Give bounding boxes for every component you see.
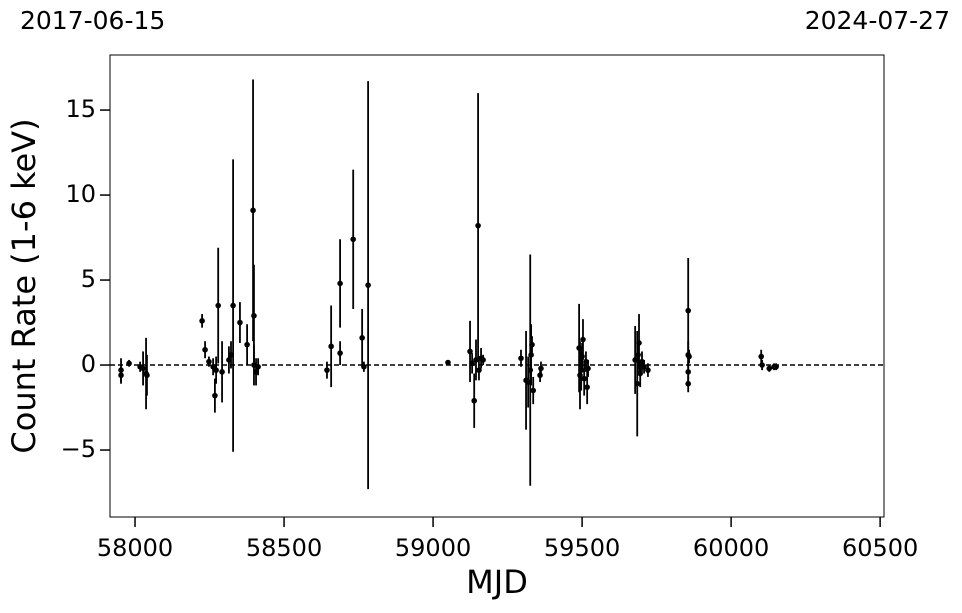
x-tick-label: 60500 xyxy=(842,534,918,562)
y-tick-label: −5 xyxy=(61,435,96,463)
y-axis-label: Count Rate (1-6 keV) xyxy=(5,118,43,453)
data-point xyxy=(215,302,221,309)
data-point xyxy=(202,346,208,353)
data-point xyxy=(199,318,205,324)
data-point xyxy=(637,370,644,377)
data-point xyxy=(580,336,586,343)
data-point xyxy=(361,363,367,370)
data-point xyxy=(641,363,647,370)
data-point xyxy=(237,319,243,326)
data-point xyxy=(758,353,765,360)
data-point xyxy=(359,335,365,341)
data-point xyxy=(471,397,478,404)
data-point xyxy=(230,302,236,309)
data-point xyxy=(773,363,779,370)
data-point xyxy=(255,363,261,370)
data-point xyxy=(365,282,371,288)
x-tick-label: 60000 xyxy=(693,534,769,562)
data-point xyxy=(585,365,591,372)
data-point xyxy=(476,367,482,373)
y-tick-label: 5 xyxy=(81,265,96,293)
data-point xyxy=(528,352,534,358)
data-point xyxy=(126,360,132,367)
data-point xyxy=(518,355,524,362)
data-point xyxy=(337,280,343,287)
data-point xyxy=(469,360,475,367)
data-point xyxy=(244,341,250,348)
data-point xyxy=(467,348,473,355)
end-date: 2024-07-27 xyxy=(805,6,950,35)
data-point xyxy=(645,367,651,373)
data-point xyxy=(337,350,343,356)
data-point xyxy=(529,341,535,348)
data-point xyxy=(636,340,642,346)
y-tick-label: 15 xyxy=(65,95,96,123)
data-point xyxy=(219,369,225,375)
plot-frame xyxy=(109,54,885,518)
x-tick-label: 59500 xyxy=(544,534,620,562)
data-point xyxy=(475,222,481,229)
data-point xyxy=(250,207,256,214)
data-point xyxy=(206,358,212,365)
y-tick-label: 0 xyxy=(81,350,96,378)
data-point xyxy=(350,236,356,243)
data-point xyxy=(140,365,146,372)
data-point xyxy=(686,353,692,360)
data-point xyxy=(480,357,486,363)
data-point xyxy=(212,392,218,399)
x-tick-label: 58500 xyxy=(246,534,322,562)
data-point xyxy=(251,312,257,319)
data-point xyxy=(538,365,544,372)
data-point xyxy=(118,372,124,379)
data-point xyxy=(445,359,451,366)
data-point xyxy=(144,372,150,379)
data-point xyxy=(685,369,691,375)
data-point xyxy=(634,380,641,387)
data-point xyxy=(324,367,330,373)
data-point xyxy=(473,357,479,363)
data-point xyxy=(213,367,219,373)
data-point xyxy=(759,362,765,368)
x-tick-label: 59000 xyxy=(395,534,471,562)
data-point xyxy=(581,375,587,382)
start-date: 2017-06-15 xyxy=(20,6,165,35)
data-point xyxy=(328,343,334,350)
data-point xyxy=(766,365,773,372)
data-point xyxy=(685,307,691,314)
data-point xyxy=(685,380,691,387)
y-tick-label: 10 xyxy=(65,180,96,208)
x-tick-label: 58000 xyxy=(97,534,173,562)
data-point xyxy=(530,387,537,394)
x-axis-label: MJD xyxy=(466,563,528,601)
data-point xyxy=(584,384,590,390)
